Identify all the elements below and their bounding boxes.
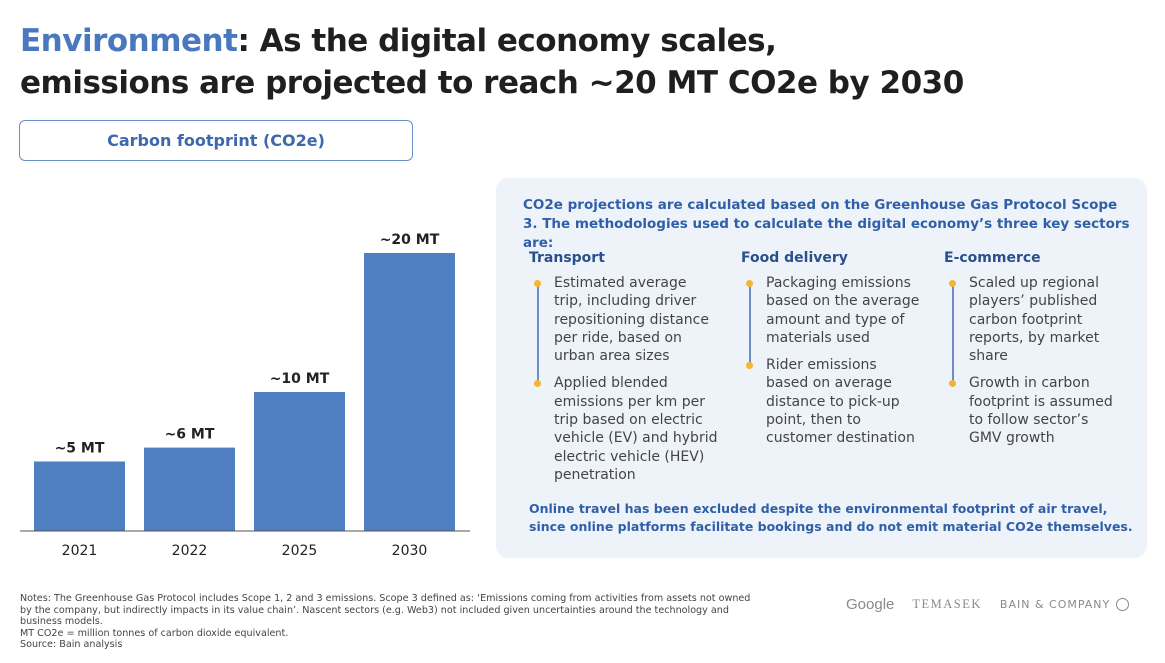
bain-compass-icon — [1116, 598, 1130, 611]
google-logo: Google — [846, 596, 895, 613]
bullet-dot-icon — [746, 362, 753, 370]
sector-column-2: E-commerce Scaled up regional players’ pu… — [944, 250, 1124, 457]
sector-heading: E-commerce — [944, 250, 1041, 266]
bullet-dot-icon — [534, 280, 541, 287]
bullet-item: Estimated average trip, including driver… — [529, 274, 719, 365]
data-label: ~20 MT — [380, 232, 440, 248]
data-label: ~5 MT — [55, 441, 105, 457]
bullet-dot-icon — [534, 380, 541, 388]
temasek-logo: TEMASEK — [912, 597, 982, 611]
bar-chart: ~5 MT 2021 ~6 MT 2022 ~10 MT 2025 ~20 MT 2030 — [20, 232, 470, 559]
bullet-item: Rider emissions based on average distanc… — [741, 356, 921, 447]
bullet-dot-icon — [746, 280, 753, 287]
bar-2025 — [254, 392, 345, 531]
sector-heading: Food delivery — [741, 250, 848, 266]
chart-label-pill: Carbon footprint (CO2e) — [19, 120, 413, 161]
data-label: ~6 MT — [165, 427, 215, 443]
footnotes: Notes: The Greenhouse Gas Protocol inclu… — [20, 593, 751, 651]
partner-logos: Google TEMASEK BAIN & COMPANY — [846, 596, 1130, 613]
bar-2021 — [34, 461, 125, 531]
sector-column-1: Food delivery Packaging emissions based o… — [741, 250, 921, 457]
bain-logo: BAIN & COMPANY — [1000, 598, 1130, 611]
category-label: 2025 — [282, 543, 318, 559]
bullet-dot-icon — [949, 280, 956, 287]
sector-column-0: Transport Estimated average trip, includi… — [529, 250, 719, 493]
category-label: 2021 — [62, 543, 98, 559]
bullet-item: Packaging emissions based on the average… — [741, 274, 921, 347]
methodology-panel: CO2e projections are calculated based on… — [496, 178, 1147, 558]
category-label: 2022 — [172, 543, 208, 559]
panel-intro: CO2e projections are calculated based on… — [523, 197, 1130, 251]
sector-heading: Transport — [529, 250, 605, 266]
timeline-connector — [749, 284, 751, 366]
bullet-item: Growth in carbon footprint is assumed to… — [944, 374, 1124, 447]
slide-title: Environment: As the digital economy scal… — [20, 23, 964, 101]
bullet-item: Scaled up regional players’ published ca… — [944, 274, 1124, 365]
bullet-dot-icon — [949, 380, 956, 388]
category-label: 2030 — [392, 543, 428, 559]
timeline-connector — [537, 284, 539, 384]
bar-2030 — [364, 253, 455, 531]
data-label: ~10 MT — [270, 371, 330, 387]
bar-2022 — [144, 447, 235, 531]
panel-outro: Online travel has been excluded despite … — [529, 501, 1133, 534]
timeline-connector — [952, 284, 954, 384]
bullet-item: Applied blended emissions per km per tri… — [529, 374, 719, 484]
